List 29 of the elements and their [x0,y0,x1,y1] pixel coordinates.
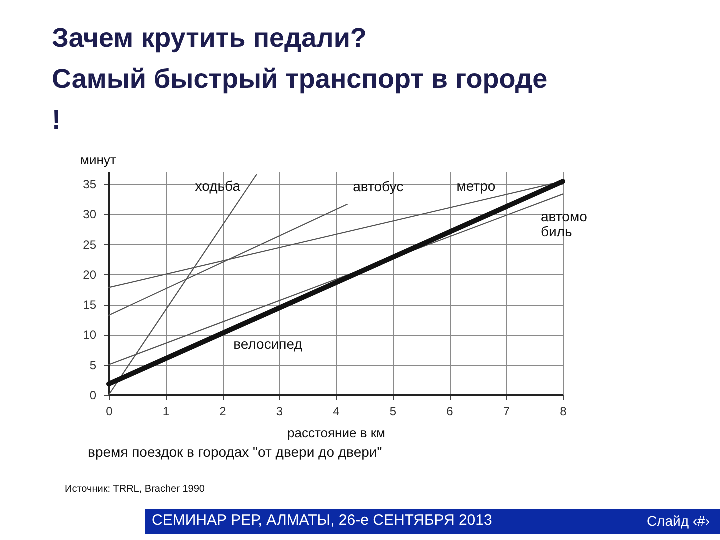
y-tick-label: 25 [83,238,97,252]
series-label: велосипед [234,336,302,352]
x-tick-label: 3 [276,404,284,418]
x-tick-label: 7 [503,404,510,418]
x-tick-label: 0 [106,404,114,418]
chart-title: Зачем крутить педали? Самый быстрый транспорт в городе ! [52,23,548,135]
text: Источник: TRRL, Bracher 1990 [65,484,205,495]
y-tick-label: 0 [90,388,97,402]
y-tick-label: 30 [83,208,97,222]
x-tick-label: 5 [390,404,397,418]
text: время поездок в городах "от двери до двери" [88,444,382,460]
series-label: метро [456,178,496,194]
y-tick-label: 15 [83,298,97,312]
text: Слайд ‹#› [646,513,710,529]
y-tick-label: 35 [83,178,97,192]
x-tick-label: 4 [333,404,340,418]
text: СЕМИНАР РЕР, АЛМАТЫ, 26-е СЕНТЯБРЯ 2013 [152,512,492,529]
series-label: автобус [353,178,404,195]
x-tick-label: 6 [446,404,454,418]
x-axis-title: расстояние в км [288,426,386,440]
y-tick-label: 20 [83,268,97,282]
y-tick-label: 5 [90,358,97,372]
x-tick-label: 1 [162,404,170,418]
y-axis-title: минут [80,152,116,168]
x-tick-label: 8 [560,404,568,418]
x-tick-label: 2 [220,404,227,418]
series-label: ходьба [195,178,241,194]
series-label: автомо биль [541,208,588,240]
y-tick-label: 10 [83,328,97,342]
